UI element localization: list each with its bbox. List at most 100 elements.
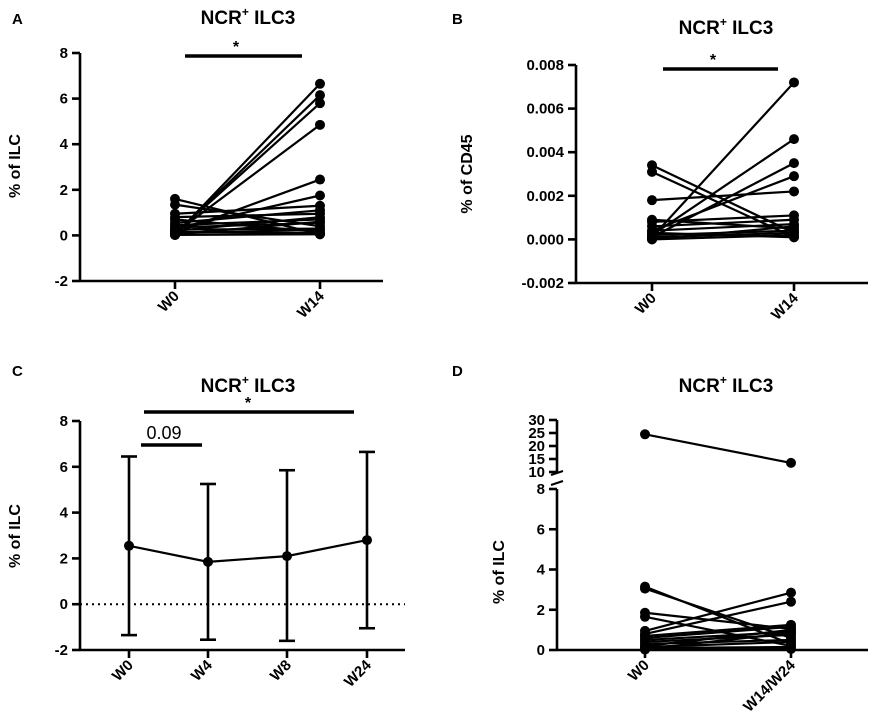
panel-a-series-line <box>174 194 321 230</box>
panel-b-data-point <box>789 77 799 88</box>
panel-b-plot: -0.002 0.000 0.002 0.004 0.006 0.008 W0 W14 * <box>521 52 868 324</box>
panel-d-upper-y-tick-label: 10 <box>528 464 545 481</box>
panel-d-series-line <box>644 433 792 464</box>
panel-a-data-point <box>315 205 325 216</box>
panel-d-y-tick-label: 6 <box>537 521 545 538</box>
panel-b-data-point <box>789 158 799 169</box>
panel-b-series-line <box>651 81 795 238</box>
panel-a-series-line <box>174 220 321 236</box>
panel-c-title: NCR+ ILC3 <box>201 373 296 397</box>
panel-a-y-tick-label: 4 <box>60 136 69 153</box>
panel-d-y-tick-label: 2 <box>537 602 545 619</box>
panel-letter-c: C <box>12 363 23 380</box>
panel-a-series-line <box>174 204 321 215</box>
panel-d-series-line <box>644 600 792 635</box>
panel-a-y-tick-label: 2 <box>60 182 68 199</box>
panel-b: B NCR+ ILC3 % of CD45 -0.002 0.000 0.002 0.… <box>452 11 868 324</box>
panel-c-y-tick-label: 4 <box>60 505 69 522</box>
panel-d-data-point <box>640 583 650 594</box>
panel-a-x-tick-label: W14 <box>294 287 328 321</box>
panel-b-y-axis-label: % of CD45 <box>459 134 476 213</box>
panel-a-series-line <box>174 216 321 232</box>
panel-c: C NCR+ ILC3 % of ILC -2 0 2 4 6 8 W0 W4 W8 W24 * 0.… <box>7 363 405 691</box>
panel-d-series-line <box>644 625 792 640</box>
panel-d-x-tick-label: W0 <box>625 657 653 685</box>
panel-a-y-tick-label: -2 <box>55 273 68 290</box>
panel-c-x-tick-label: W24 <box>341 656 375 690</box>
panel-b-series-line <box>651 223 795 232</box>
panel-b-y-tick-label: 0.000 <box>526 231 564 248</box>
panel-a-y-tick-label: 6 <box>60 91 68 108</box>
panel-d-data-point <box>640 644 650 655</box>
panel-d-data-point <box>640 611 650 622</box>
panel-c-y-tick-label: -2 <box>55 642 68 659</box>
panel-b-series-line <box>651 190 795 202</box>
panel-b-data-point <box>789 171 799 182</box>
panel-letter-d: D <box>452 363 463 380</box>
panel-c-data-point <box>282 551 292 562</box>
panel-d-upper-y-tick-label: 30 <box>528 412 545 429</box>
panel-c-x-tick-label: W0 <box>109 657 137 685</box>
panel-b-series-line <box>651 218 795 228</box>
panel-c-y-axis-label: % of ILC <box>7 504 24 568</box>
panel-b-y-tick-label: 0.006 <box>526 101 564 118</box>
panel-c-y-tick-label: 8 <box>60 413 68 430</box>
panel-c-series-line <box>128 539 368 563</box>
panel-b-y-tick-label: 0.004 <box>526 144 564 161</box>
panel-a-series-line <box>174 233 321 237</box>
panel-a-data-point <box>170 229 180 240</box>
panel-d-y-tick-label: 0 <box>537 642 545 659</box>
panel-b-x-tick-label: W0 <box>632 290 660 318</box>
panel-c-y-tick-label: 0 <box>60 596 68 613</box>
panel-b-y-tick-label: 0.008 <box>526 57 564 74</box>
panel-a-plot: -2 0 2 4 6 8 W0 W14 * <box>55 39 383 322</box>
panel-a-significance-label: * <box>233 39 240 56</box>
panel-a-data-point <box>315 98 325 109</box>
panel-d-data-point <box>786 596 796 607</box>
panel-d-y-tick-label: 8 <box>537 481 545 498</box>
panel-c-data-point <box>362 535 372 546</box>
panel-c-y-tick-label: 2 <box>60 550 68 567</box>
panel-c-significance-label: * <box>245 395 252 412</box>
panel-d-data-point <box>786 643 796 654</box>
panel-a-y-tick-label: 8 <box>60 45 68 62</box>
panel-a-data-point <box>170 199 180 210</box>
panel-a-series-line <box>174 123 321 235</box>
panel-b-series-line <box>651 233 795 241</box>
panel-b-series-line <box>651 225 795 241</box>
panel-a-series-line <box>174 212 321 219</box>
panel-b-data-point <box>647 234 657 245</box>
panel-a-data-point <box>315 190 325 201</box>
panel-letter-b: B <box>452 11 463 28</box>
panel-b-title: NCR+ ILC3 <box>679 15 774 39</box>
panel-a-series-line <box>174 209 321 224</box>
panel-a: A NCR+ ILC3 % of ILC -2 0 2 4 6 8 W0 W14 * <box>7 5 383 322</box>
panel-d-series-line <box>644 647 792 651</box>
panel-a-data-point <box>315 78 325 89</box>
panel-a-data-point <box>315 174 325 185</box>
panel-a-y-tick-label: 0 <box>60 227 68 244</box>
panel-d-series-line <box>644 645 792 650</box>
panel-b-data-point <box>647 166 657 177</box>
panel-a-data-point <box>315 90 325 101</box>
panel-c-x-tick-label: W8 <box>267 657 295 685</box>
panel-d-x-tick-label: W14/W24 <box>740 656 799 715</box>
panel-b-significance-label: * <box>710 52 717 69</box>
panel-d-axis-break-mark <box>550 480 564 486</box>
panel-d-axis-break-mark <box>550 470 564 476</box>
panel-d-upper-y-tick-label: 15 <box>528 451 545 468</box>
panel-d-series-line <box>644 591 792 632</box>
panel-b-data-point <box>789 230 799 241</box>
panel-d-data-point <box>640 429 650 440</box>
panel-c-significance-label: 0.09 <box>146 423 181 443</box>
panel-b-y-tick-label: 0.002 <box>526 188 564 205</box>
panel-letter-a: A <box>12 11 23 28</box>
panel-d-upper-y-tick-label: 20 <box>528 438 545 455</box>
panel-c-y-tick-label: 6 <box>60 459 68 476</box>
panel-b-data-point <box>647 195 657 206</box>
panel-a-data-point <box>315 119 325 130</box>
panel-d-title: NCR+ ILC3 <box>679 373 774 397</box>
panel-b-series-line <box>651 138 795 236</box>
panel-b-data-point <box>789 186 799 197</box>
